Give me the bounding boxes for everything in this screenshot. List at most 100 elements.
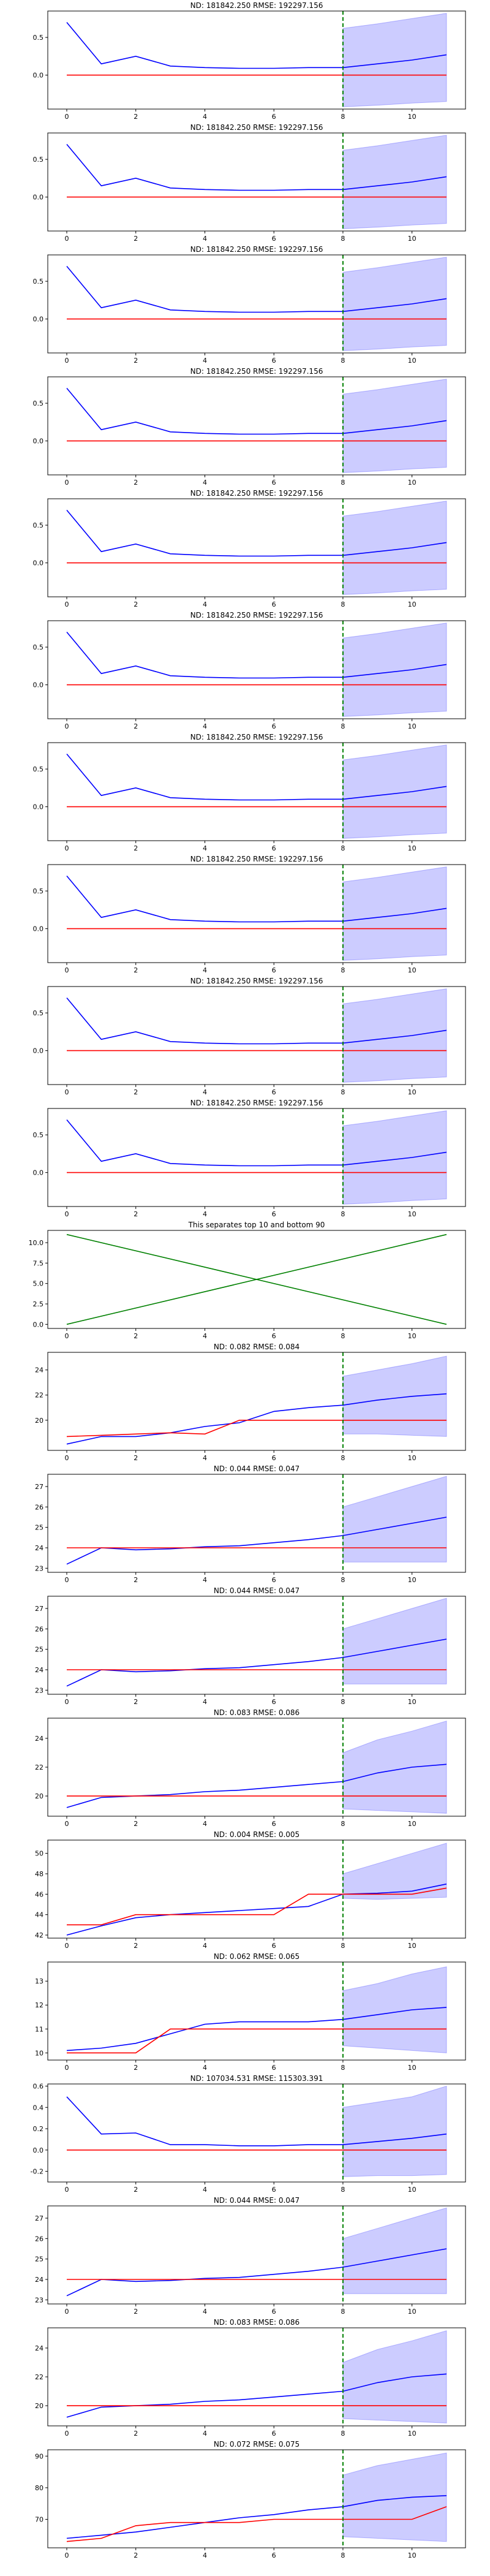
x-tick-label: 2 xyxy=(134,966,138,974)
x-tick-label: 6 xyxy=(272,479,276,487)
confidence-band xyxy=(342,1110,447,1205)
x-tick-label: 0 xyxy=(65,1088,69,1096)
axes-frame xyxy=(47,1108,466,1207)
x-tick-label: 2 xyxy=(134,1210,138,1218)
chart-title: ND: 0.044 RMSE: 0.047 xyxy=(214,2196,300,2205)
y-tick-label: 27 xyxy=(35,1605,43,1613)
forecast-line xyxy=(66,997,447,1045)
x-tick-label: 0 xyxy=(65,2064,69,2072)
x-tick-label: 4 xyxy=(203,2186,207,2194)
axes-frame xyxy=(47,620,466,719)
x-tick-label: 4 xyxy=(203,2064,207,2072)
axes-frame xyxy=(47,1596,466,1695)
forecast-line xyxy=(66,1517,447,1565)
x-tick-label: 6 xyxy=(272,357,276,365)
x-tick-label: 0 xyxy=(65,844,69,852)
x-tick-label: 2 xyxy=(134,600,138,608)
x-tick-label: 4 xyxy=(203,235,207,243)
y-tick-label: 0.6 xyxy=(33,2082,44,2090)
x-tick-label: 0 xyxy=(65,1210,69,1218)
x-tick-label: 10 xyxy=(408,1698,417,1706)
forecast-line xyxy=(66,875,447,923)
x-tick-label: 6 xyxy=(272,1820,276,1828)
axes-frame xyxy=(47,2083,466,2183)
y-tick-label: 24 xyxy=(35,2344,43,2352)
y-tick-label: 0.0 xyxy=(33,438,44,445)
x-tick-label: 4 xyxy=(203,1820,207,1828)
x-tick-label: 2 xyxy=(134,1820,138,1828)
x-tick-label: 8 xyxy=(341,1698,345,1706)
y-tick-label: 0.5 xyxy=(33,643,44,651)
chart-2: ND: 181842.250 RMSE: 192297.156 0 2 4 6 8 10 0.… xyxy=(33,123,466,243)
x-tick-label: 8 xyxy=(341,2551,345,2559)
confidence-band xyxy=(342,2207,447,2294)
x-tick-label: 8 xyxy=(341,2308,345,2316)
y-tick-label: 23 xyxy=(35,1686,43,1694)
x-tick-label: 10 xyxy=(408,1942,417,1950)
x-tick-label: 10 xyxy=(408,1210,417,1218)
chart-7: ND: 181842.250 RMSE: 192297.156 0 2 4 6 8 10 0.… xyxy=(33,733,466,852)
axes-frame xyxy=(47,986,466,1085)
confidence-band xyxy=(342,257,447,351)
y-tick-label: 0.0 xyxy=(33,2146,44,2154)
forecast-line xyxy=(66,1638,447,1687)
axes-frame xyxy=(47,1474,466,1573)
chart-title: ND: 181842.250 RMSE: 192297.156 xyxy=(190,1,323,10)
y-tick-label: 26 xyxy=(35,2235,43,2243)
x-tick-label: 10 xyxy=(408,235,417,243)
x-tick-label: 8 xyxy=(341,2064,345,2072)
x-tick-label: 6 xyxy=(272,1576,276,1584)
x-tick-label: 0 xyxy=(65,235,69,243)
y-tick-label: 25 xyxy=(35,2256,43,2263)
forecast-line xyxy=(66,143,447,191)
axes-frame xyxy=(47,2449,466,2548)
axes-frame xyxy=(47,2205,466,2305)
x-tick-label: 8 xyxy=(341,600,345,608)
y-tick-label: 0.0 xyxy=(33,1169,44,1177)
x-tick-label: 0 xyxy=(65,1576,69,1584)
y-tick-label: 20 xyxy=(35,1792,43,1800)
x-tick-label: 10 xyxy=(408,2551,417,2559)
y-tick-label: 44 xyxy=(35,1911,43,1919)
y-tick-label: 26 xyxy=(35,1625,43,1633)
x-tick-label: 2 xyxy=(134,844,138,852)
y-tick-label: 0.0 xyxy=(33,925,44,933)
y-tick-label: 80 xyxy=(35,2484,43,2492)
x-tick-label: 6 xyxy=(272,113,276,121)
x-tick-label: 10 xyxy=(408,1454,417,1462)
x-tick-label: 6 xyxy=(272,235,276,243)
x-tick-label: 2 xyxy=(134,2186,138,2194)
x-tick-label: 8 xyxy=(341,1942,345,1950)
x-tick-label: 0 xyxy=(65,357,69,365)
chart-9: ND: 181842.250 RMSE: 192297.156 0 2 4 6 8 10 0.… xyxy=(33,977,466,1096)
actual-line xyxy=(66,2506,447,2542)
x-tick-label: 4 xyxy=(203,844,207,852)
y-tick-label: 20 xyxy=(35,1417,43,1425)
x-tick-label: 6 xyxy=(272,966,276,974)
confidence-band xyxy=(342,1721,447,1814)
series-line-2 xyxy=(66,1233,447,1325)
x-tick-label: 2 xyxy=(134,1454,138,1462)
x-tick-label: 2 xyxy=(134,2430,138,2438)
chart-3: ND: 181842.250 RMSE: 192297.156 0 2 4 6 8 10 0.… xyxy=(33,245,466,365)
x-tick-label: 2 xyxy=(134,113,138,121)
y-tick-label: 90 xyxy=(35,2452,43,2460)
chart-10: ND: 181842.250 RMSE: 192297.156 0 2 4 6 8 10 0.… xyxy=(33,1099,466,1218)
x-tick-label: 8 xyxy=(341,722,345,730)
x-tick-label: 10 xyxy=(408,113,417,121)
x-tick-label: 0 xyxy=(65,722,69,730)
x-tick-label: 0 xyxy=(65,1454,69,1462)
confidence-band xyxy=(342,2452,447,2542)
confidence-band xyxy=(342,1355,447,1437)
x-tick-label: 6 xyxy=(272,1088,276,1096)
y-tick-label: 23 xyxy=(35,1564,43,1572)
y-tick-label: 5.0 xyxy=(33,1280,44,1288)
forecast-line xyxy=(66,753,447,801)
x-tick-label: 2 xyxy=(134,2551,138,2559)
y-tick-label: 0.0 xyxy=(33,803,44,811)
